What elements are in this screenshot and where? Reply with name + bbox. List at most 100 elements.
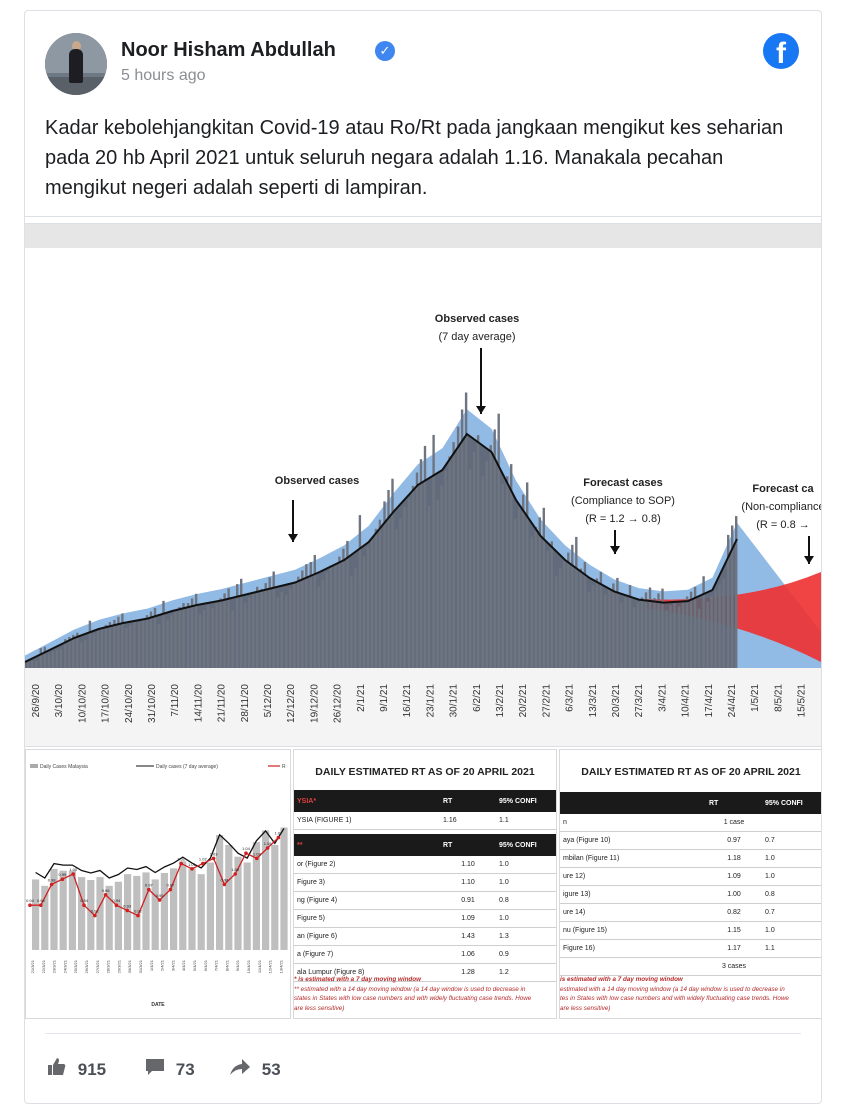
observed-bar [31,661,34,668]
observed-bar [338,556,341,668]
observed-bar [714,590,717,668]
daily-bar [105,885,113,950]
table-row: a (Figure 7) 1.06 0.9 [294,945,556,964]
observed-bar [468,469,472,668]
observed-bar [657,593,660,668]
r-label: 0.94 [26,898,35,903]
states-rt-table: DAILY ESTIMATED RT AS OF 20 APRIL 2021 R… [559,749,821,1019]
table-cell: Figure 5) [294,909,440,928]
x-tick-label: 29/3/21 [116,959,121,973]
r-label: 1.05 [264,841,273,846]
r-label: 0.98 [48,877,57,882]
daily-bar [142,872,150,950]
author-name[interactable]: Noor Hisham Abdullah [121,39,336,61]
like-count: 915 [77,1059,107,1079]
table-cell: 1.0 [762,867,821,886]
covid-forecast-chart[interactable]: Observed cases Observed cases (7 day avera… [25,223,821,747]
r-label: 0.92 [134,909,143,914]
legend-swatch [30,764,38,768]
observed-bar [612,583,615,668]
table-cell: 1.00 [706,885,762,904]
avatar[interactable] [45,33,107,95]
facebook-logo-icon[interactable]: f [763,33,799,69]
table-cell: a (Figure 7) [294,945,440,964]
observed-bar [313,555,316,668]
observed-bar [346,540,349,668]
observed-bar [92,633,96,668]
post-text: Kadar kebolehjangkitan Covid-19 atau Ro/… [45,117,784,199]
observed-bar [194,593,198,668]
observed-bar [526,482,529,668]
observed-bar [358,515,362,668]
daily-bar [170,868,178,950]
observed-bar [534,527,537,668]
observed-bar [329,565,332,668]
like-button[interactable]: 915 [47,1057,106,1082]
r-label: 1.03 [210,851,219,856]
observed-bar [624,597,627,668]
daily-bar [78,877,86,950]
annotation-arrow-head [610,546,620,554]
daily-bar [50,868,58,950]
r-point [276,835,281,840]
comment-button[interactable]: 73 [145,1057,195,1082]
observed-bar [693,586,697,668]
observed-bar [72,634,75,668]
x-tick-label: 5/12/20 [263,684,274,718]
table-cell: 1.10 [440,873,496,892]
x-tick-label: 1/4/21 [149,959,154,971]
x-tick-label: 2/4/21 [160,959,165,971]
observed-bar [501,484,504,668]
observed-bar [591,585,595,668]
observed-bar [88,620,92,668]
x-tick-label: 28/3/21 [106,959,111,973]
observed-bar [706,601,709,668]
observed-bar [648,587,652,668]
observed-bar [84,640,87,668]
x-tick-label: 8/4/21 [224,959,229,971]
daily-bar [32,879,40,950]
observed-bar [219,598,222,668]
observed-bar [68,637,71,668]
table-cell: 0.97 [706,831,762,850]
x-tick-label: 6/2/21 [472,684,483,712]
r-point [179,861,183,866]
observed-bar [628,585,632,668]
daily-bar [206,862,214,950]
observed-bar [289,589,292,668]
post-timestamp[interactable]: 5 hours ago [121,67,206,84]
r-label: 0.94 [113,898,122,903]
daily-cases-chart-svg: Daily Cases Malaysia Daily cases (7 day a… [26,764,288,1008]
observed-bar [113,619,116,668]
observed-bar [182,603,185,668]
observed-bar [407,499,411,668]
table-title: DAILY ESTIMATED RT AS OF 20 APRIL 2021 [315,766,535,778]
annotation-arrow-head [288,534,298,542]
observed-bar [64,639,67,668]
observed-bar [632,607,636,668]
table-cell: an (Figure 6) [294,927,440,946]
r-point [211,856,216,861]
share-count: 53 [261,1059,281,1079]
seven-day-average-line [25,432,738,663]
table-row: ure 14) 0.82 0.7 [560,903,821,922]
observed-bar [640,597,644,668]
share-button[interactable]: 53 [229,1057,281,1082]
r-point [39,903,43,907]
x-tick-label: 9/4/21 [235,959,240,971]
r-label: 0.94 [80,898,89,903]
x-tick-label: 31/3/21 [138,959,143,973]
table-row: ure 12) 1.09 1.0 [560,867,821,886]
observed-bar [133,621,136,668]
x-tick-label: 25/3/21 [73,959,78,973]
malaysia-daily-chart[interactable]: Daily Cases Malaysia Daily cases (7 day a… [25,749,291,1019]
observed-bar [141,618,145,668]
r-point [265,846,270,850]
observed-bar [419,459,423,668]
observed-bar [104,624,108,668]
post-card: Noor Hisham Abdullah ✓ 5 hours ago f Kad… [24,10,822,1104]
observed-bar [673,600,676,668]
daily-bar [234,856,242,950]
observed-bar [231,610,234,668]
table-cell: 1.0 [496,873,556,892]
